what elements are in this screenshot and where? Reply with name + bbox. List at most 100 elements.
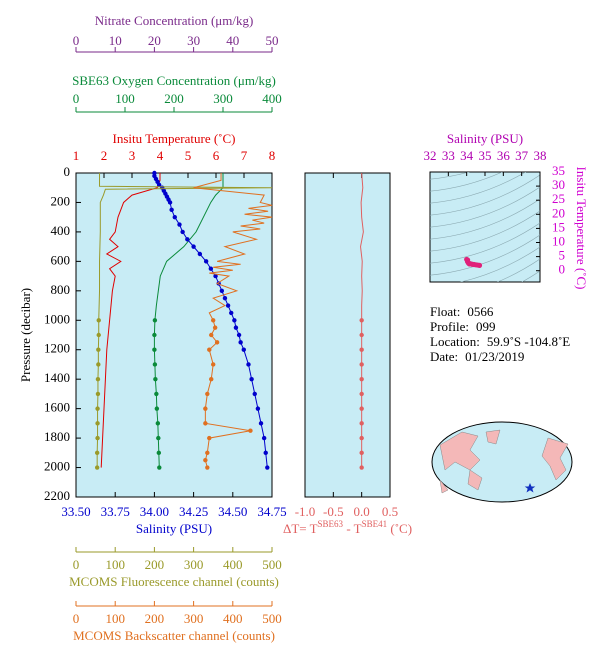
profile-marker (359, 450, 364, 456)
x-tick-label: 300 (184, 611, 204, 626)
x-tick-label: 400 (223, 611, 243, 626)
profile-marker (208, 266, 214, 271)
profile-marker (96, 332, 101, 338)
profile-marker (225, 303, 231, 308)
profile-marker (261, 435, 267, 441)
x-tick-label: 34.75 (257, 504, 286, 519)
info-value: 099 (476, 319, 496, 334)
y-tick-label: 35 (552, 163, 565, 178)
x-tick-label: 34.25 (179, 504, 208, 519)
density-contour (521, 270, 540, 282)
info-line: Date: 01/23/2019 (430, 349, 524, 364)
profile-marker (207, 435, 212, 441)
info-value: 0566 (467, 304, 494, 319)
x-tick-label: 0.0 (354, 504, 370, 519)
profile-marker (255, 406, 261, 411)
profile-marker (263, 450, 268, 456)
x-tick-label: 5 (185, 148, 192, 163)
x-tick-label: 10 (109, 33, 122, 48)
profile-marker (180, 229, 185, 235)
y-tick-label: 15 (552, 219, 565, 234)
x-tick-label: 0.5 (382, 504, 398, 519)
profile-marker (203, 457, 208, 463)
profile-marker (95, 376, 101, 382)
profile-marker (229, 310, 234, 316)
info-line: Profile: 099 (430, 319, 496, 334)
x-tick-label: 200 (145, 557, 165, 572)
profile-marker (219, 288, 225, 294)
x-tick-label: 100 (105, 611, 125, 626)
profile-marker (156, 182, 162, 187)
profile-line (98, 173, 273, 321)
profile-marker (156, 450, 162, 456)
profile-marker (191, 244, 196, 249)
y-tick-label: 2200 (44, 488, 70, 503)
profile-marker (96, 318, 101, 323)
profile-marker (156, 435, 161, 441)
profile-marker (197, 251, 203, 257)
profile-marker (252, 391, 257, 397)
x-tick-label: 7 (241, 148, 248, 163)
x-tick-label: 1 (73, 148, 80, 163)
profile-marker (177, 222, 182, 227)
profile-marker (169, 207, 174, 213)
profile-marker (359, 362, 364, 367)
info-line: Location: 59.9˚S -104.8˚E (430, 334, 570, 349)
profile-marker (238, 340, 243, 345)
profile-marker (96, 362, 101, 367)
profile-marker (246, 362, 251, 367)
x-tick-label: 40 (226, 33, 239, 48)
y-tick-label: 1400 (44, 370, 70, 385)
axis-title-part: ΔT= T (283, 521, 318, 536)
profile-marker (359, 391, 364, 397)
y-tick-label: 1200 (44, 341, 70, 356)
axis-title: MCOMS Backscatter channel (counts) (73, 628, 275, 643)
x-tick-label: 33.50 (61, 504, 90, 519)
info-label: Float: (430, 304, 460, 319)
x-tick-label: 34 (460, 148, 474, 163)
profile-marker (209, 376, 214, 382)
x-tick-label: 20 (148, 33, 161, 48)
x-tick-label: 400 (223, 557, 243, 572)
x-tick-label: 36 (497, 148, 511, 163)
axis-title-part: (˚C) (387, 521, 412, 536)
info-label: Date: (430, 349, 458, 364)
map-land (439, 431, 481, 471)
profile-marker (232, 318, 237, 323)
y-tick-label: 5 (559, 248, 566, 263)
profile-marker (205, 465, 210, 470)
float-location-star (524, 483, 536, 493)
profile-marker (95, 391, 101, 397)
profile-line (360, 172, 364, 321)
y-tick-label: 400 (51, 223, 71, 238)
profile-marker (241, 347, 246, 352)
profile-marker (359, 347, 364, 352)
profile-marker (152, 347, 157, 352)
axis-title: Nitrate Concentration (μm/kg) (95, 13, 254, 28)
profile-marker (95, 435, 100, 441)
y-tick-label: 0 (64, 164, 71, 179)
profile-marker (154, 391, 159, 397)
x-tick-label: 0 (73, 611, 80, 626)
profile-marker (172, 214, 177, 220)
info-line: Float: 0566 (430, 304, 494, 319)
density-contours (420, 84, 550, 282)
density-contour (420, 84, 550, 132)
profile-marker (94, 450, 100, 456)
ts-point (464, 257, 471, 263)
y-tick-label: 800 (51, 282, 71, 297)
y-tick-label: 25 (552, 191, 565, 206)
profile-marker (359, 406, 364, 411)
profile-marker (212, 325, 218, 330)
x-tick-label: 3 (129, 148, 136, 163)
chart-title: Salinity (PSU) (447, 131, 523, 146)
y-axis-title: Insitu Temperature (˚C) (574, 166, 589, 289)
profile-marker (265, 465, 270, 470)
map-land (467, 469, 483, 491)
axis-title: ΔT= TSBE63 - TSBE41 (˚C) (283, 519, 412, 536)
y-tick-label: 200 (51, 193, 71, 208)
x-tick-label: 2 (101, 148, 108, 163)
x-tick-label: 300 (213, 91, 233, 106)
profile-marker (207, 347, 212, 352)
